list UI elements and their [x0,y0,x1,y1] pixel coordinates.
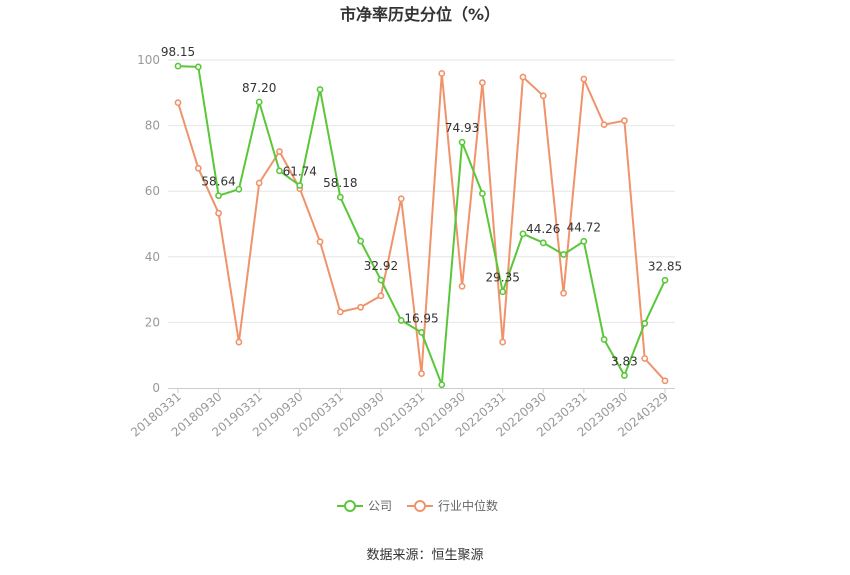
series-1-point [539,92,547,100]
y-tick-label: 60 [145,184,160,198]
data-label: 32.85 [648,259,682,273]
data-label: 74.93 [445,121,479,135]
data-label: 32.92 [364,259,398,273]
data-label: 87.20 [242,81,276,95]
series-0-point [296,182,304,189]
series-layer [174,62,669,389]
series-0-point [458,138,466,146]
data-label: 29.35 [485,271,519,285]
series-1-point [357,303,365,311]
series-1-point [377,292,385,300]
series-0-point [539,239,547,247]
series-0-point [478,190,486,197]
series-1-point [580,75,588,83]
series-0-point [580,237,588,245]
legend-label: 行业中位数 [438,498,498,513]
legend-item-0[interactable]: 公司 [337,499,392,513]
series-0-point [255,98,263,106]
series-1-point [458,282,466,290]
legend-item-1[interactable]: 行业中位数 [407,498,498,513]
series-1-point [438,70,446,77]
series-0-point [661,276,669,284]
series-1-point [621,117,628,125]
series-0-point [194,63,202,71]
data-label: 44.26 [526,222,560,236]
series-1-point [519,73,527,81]
data-label: 58.18 [323,176,357,190]
series-1-point [215,209,222,217]
series-1-point [255,179,263,187]
series-0-point [621,372,628,379]
grid-layer [168,59,675,323]
series-0-point [316,86,324,93]
series-0-point [418,329,425,336]
data-label: 16.95 [404,311,438,325]
legend-swatch-marker [344,500,356,512]
series-0-point [357,237,365,245]
series-0-point [519,230,527,238]
axis-layer: 0204060801002018033120180930201903312019… [128,53,675,440]
series-1-point [478,79,486,87]
y-tick-label: 80 [145,119,160,133]
source-note: 数据来源：恒生聚源 [366,548,483,563]
series-1-point [560,289,567,297]
series-0-point [641,319,649,327]
label-layer: 98.15 58.64 87.20 61.74 58.18 32.92 16.95 74.93… [161,45,682,368]
y-tick-label: 40 [145,250,160,264]
data-label: 3.83 [611,354,638,368]
series-1-point [174,99,182,107]
series-0-point [174,62,182,70]
y-tick-label: 0 [152,381,160,395]
series-0-point [600,336,608,343]
series-1-point [336,308,344,316]
legend-label: 公司 [368,499,392,513]
y-tick-label: 20 [145,315,160,329]
data-label: 58.64 [201,175,235,189]
series-0-point [397,317,405,324]
series-0-point [215,192,222,200]
series-0-point [276,167,283,175]
series-1-point [418,370,425,377]
series-1-point [661,377,669,385]
legend-swatch-marker [414,500,426,512]
series-0-point [235,185,243,193]
data-label: 44.72 [567,220,601,234]
y-tick-label: 100 [137,53,160,67]
legend[interactable]: 公司 行业中位数 [337,498,498,513]
series-1-point [276,148,283,155]
series-0-point [377,276,385,284]
series-0-point [560,251,567,258]
data-label: 98.15 [161,45,195,59]
series-1-point [600,121,608,129]
series-1-point [499,338,507,346]
series-1-point [235,338,243,346]
series-1-point [194,164,202,172]
series-0-point [499,288,507,296]
series-1-point [316,238,324,246]
series-0-point [438,381,446,389]
series-1-point [641,355,649,362]
chart-title: 市净率历史分位（%） [340,5,500,24]
series-0-point [336,193,344,201]
series-1-point [397,195,405,203]
data-label: 61.74 [283,164,317,178]
